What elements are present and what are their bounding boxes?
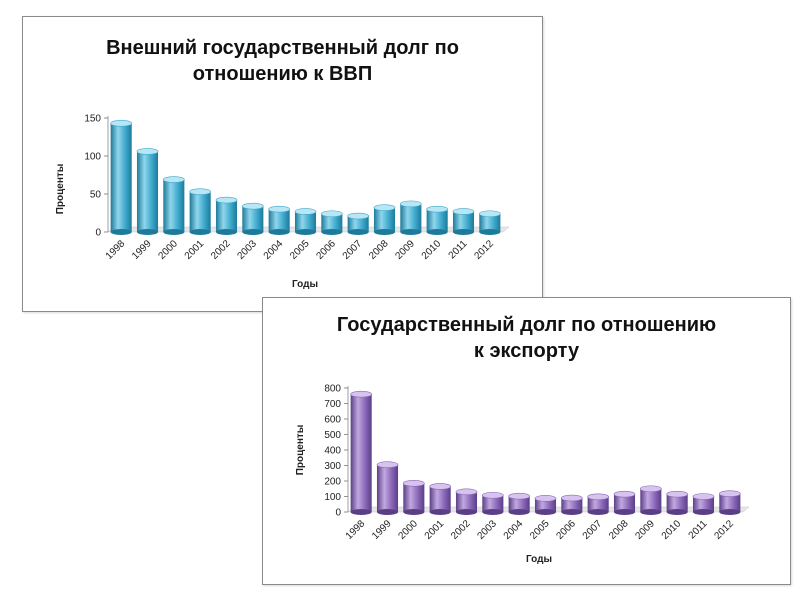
bar: [429, 483, 451, 515]
bar: [321, 210, 343, 235]
bar: [534, 495, 557, 515]
y-tick-label: 300: [324, 461, 341, 472]
bar: [481, 491, 504, 515]
bar: [136, 148, 159, 235]
x-tick-label: 2004: [502, 518, 526, 542]
y-tick-label: 700: [324, 399, 341, 410]
x-tick-label: 2012: [712, 518, 736, 542]
bar: [719, 490, 741, 515]
x-tick-label: 1999: [370, 518, 394, 542]
x-tick-label: 2007: [581, 518, 605, 542]
x-tick-label: 2005: [288, 238, 312, 262]
x-tick-label: 1998: [344, 518, 368, 542]
bar: [268, 205, 290, 235]
bar: [402, 480, 425, 515]
bar: [400, 200, 422, 235]
x-tick-label: 2009: [393, 238, 417, 262]
x-tick-label: 2009: [633, 518, 657, 542]
x-tick-label: 2010: [660, 518, 684, 542]
x-tick-label: 2005: [528, 518, 552, 542]
bar: [294, 208, 317, 235]
y-tick-label: 800: [324, 384, 341, 395]
y-tick-label: 100: [84, 152, 101, 163]
chart-title: Государственный долг по отношению к эксп…: [263, 312, 790, 364]
x-tick-label: 2012: [472, 238, 496, 262]
y-axis-label: Проценты: [295, 425, 306, 476]
x-axis-label: Годы: [526, 554, 552, 565]
bar: [455, 488, 478, 515]
y-tick-label: 0: [335, 508, 341, 519]
x-tick-label: 2003: [475, 518, 499, 542]
x-tick-label: 1999: [130, 238, 154, 262]
bar: [162, 176, 185, 235]
chart-title-line-1: Государственный долг по отношению: [336, 314, 717, 336]
x-tick-label: 2004: [262, 238, 286, 262]
chart-panel-export: Государственный долг по отношению к эксп…: [262, 297, 791, 585]
x-tick-label: 2006: [314, 238, 338, 262]
x-tick-label: 2002: [209, 238, 233, 262]
bar: [666, 490, 688, 515]
bar: [613, 490, 636, 515]
bar: [587, 493, 609, 515]
bar: [508, 492, 530, 515]
bar: [241, 202, 264, 235]
bar: [479, 210, 501, 235]
y-tick-label: 400: [324, 446, 341, 457]
x-tick-label: 2000: [396, 518, 420, 542]
x-tick-label: 2011: [687, 518, 710, 541]
bar: [692, 493, 715, 515]
x-tick-label: 2007: [341, 238, 365, 262]
x-tick-label: 2001: [423, 518, 447, 542]
bar-chart-export: Проценты Годы 0 100 200 300 400 500 600 700 800 1…: [295, 384, 750, 565]
y-tick-label: 600: [324, 415, 341, 426]
y-tick-label: 0: [95, 228, 101, 239]
x-tick-label: 2000: [156, 238, 180, 262]
bar: [561, 494, 583, 515]
x-tick-label: 2008: [607, 518, 631, 542]
chart-title-line-1: Внешний государственный долг по: [106, 37, 459, 59]
bar: [373, 204, 396, 235]
bar: [110, 120, 132, 235]
bar: [215, 196, 238, 235]
x-tick-label: 2011: [447, 238, 470, 261]
bar: [452, 208, 475, 235]
y-tick-label: 100: [324, 492, 341, 503]
y-tick-label: 50: [90, 190, 102, 201]
chart-title: Внешний государственный долг по отношени…: [23, 35, 542, 87]
x-tick-label: 2006: [554, 518, 578, 542]
y-tick-label: 150: [84, 114, 101, 125]
chart-panel-gdp: Внешний государственный долг по отношени…: [22, 16, 543, 312]
y-tick-label: 200: [324, 477, 341, 488]
x-tick-label: 1998: [104, 238, 128, 262]
bar: [640, 485, 662, 515]
x-tick-label: 2003: [235, 238, 259, 262]
bar: [376, 461, 399, 515]
chart-title-line-2: к экспорту: [473, 340, 580, 362]
bar: [350, 390, 372, 515]
x-tick-label: 2001: [183, 238, 207, 262]
chart-title-line-2: отношению к ВВП: [192, 63, 373, 85]
bar: [426, 205, 448, 235]
x-tick-label: 2002: [449, 518, 473, 542]
bar: [189, 188, 211, 235]
x-tick-label: 2008: [367, 238, 391, 262]
y-tick-label: 500: [324, 430, 341, 441]
bar: [347, 212, 369, 235]
x-axis-label: Годы: [292, 279, 318, 290]
x-tick-label: 2010: [420, 238, 444, 262]
y-axis-label: Проценты: [55, 164, 66, 215]
